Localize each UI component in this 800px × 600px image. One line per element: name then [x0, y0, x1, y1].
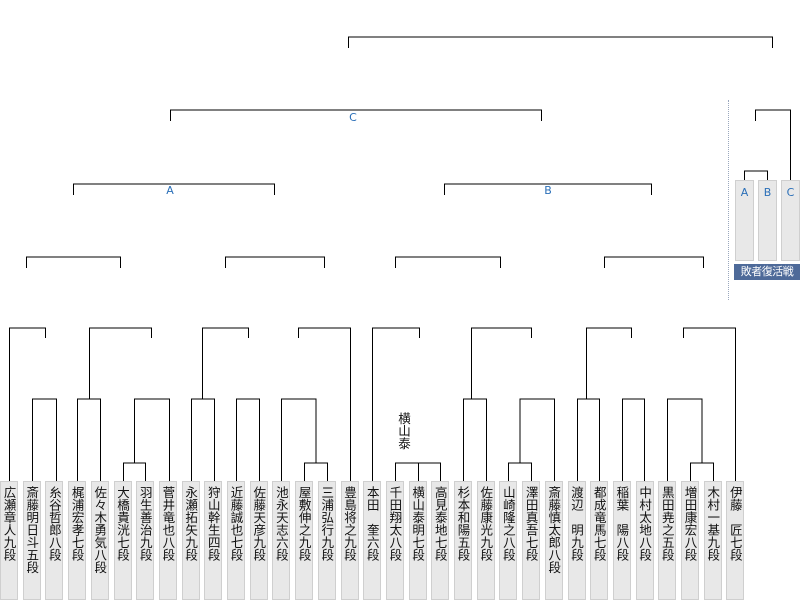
player-name: 中村太地八段: [635, 481, 654, 600]
player-name: 杉本和陽五段: [454, 481, 472, 600]
player-name: 糸谷哲郎八段: [45, 481, 64, 600]
player-name: 豊島将之九段: [340, 481, 359, 600]
player-name: 近藤誠也七段: [227, 481, 245, 600]
player-name: 澤田真吾七段: [522, 481, 541, 600]
winner-annotation: 横山泰: [395, 412, 411, 450]
player-name: 大橋貴洸七段: [113, 481, 132, 600]
player-name: 佐藤天彦九段: [249, 481, 268, 600]
player-name: 菅井竜也八段: [158, 481, 177, 600]
player-name: 渡辺 明九段: [567, 481, 586, 600]
player-name: 黒田尭之五段: [658, 481, 677, 600]
bracket-label-a: A: [166, 184, 174, 197]
player-name: 佐藤康光九段: [476, 481, 495, 600]
section-divider: [728, 100, 729, 300]
player-name: 千田翔太八段: [385, 481, 404, 600]
repechage-box-c: C: [781, 180, 800, 261]
repechage-box-a: A: [735, 180, 754, 261]
player-name: 三浦弘行九段: [317, 481, 336, 600]
player-name: 広瀬章人九段: [0, 481, 18, 600]
bracket-label-c: C: [349, 111, 357, 124]
player-name: 梶浦宏孝七段: [68, 481, 87, 600]
player-name: 羽生善治九段: [136, 481, 155, 600]
player-name: 都成竜馬七段: [590, 481, 609, 600]
repechage-box-b: B: [758, 180, 777, 261]
player-name: 横山泰明七段: [408, 481, 427, 600]
player-name: 高見泰地七段: [431, 481, 450, 600]
repechage-title: 敗者復活戦: [734, 264, 800, 280]
player-name: 山崎隆之八段: [499, 481, 518, 600]
player-name: 池永天志六段: [272, 481, 291, 600]
player-name: 増田康宏八段: [681, 481, 699, 600]
player-name: 狩山幹生四段: [204, 481, 223, 600]
player-name: 斎藤明日斗五段: [22, 481, 41, 600]
player-name: 斎藤慎太郎八段: [544, 481, 563, 600]
player-name: 伊藤 匠七段: [726, 481, 745, 600]
player-name: 本田 奎六段: [363, 481, 382, 600]
player-name: 佐々木勇気八段: [90, 481, 109, 600]
player-name: 屋敷伸之九段: [295, 481, 314, 600]
player-name: 稲葉 陽八段: [612, 481, 631, 600]
player-name: 木村一基九段: [703, 481, 722, 600]
bracket-label-b: B: [544, 184, 552, 197]
player-name: 永瀬拓矢九段: [181, 481, 200, 600]
